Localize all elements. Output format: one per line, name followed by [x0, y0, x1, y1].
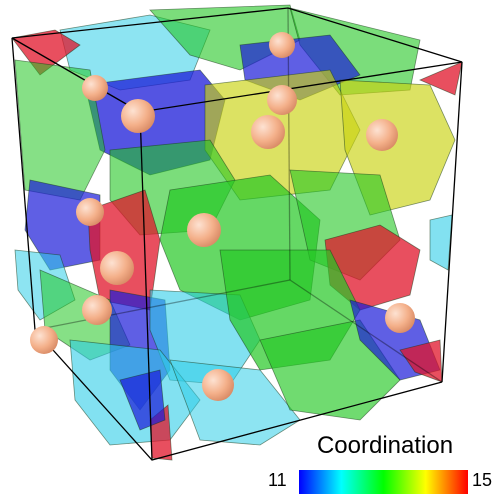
atom-sphere	[82, 295, 112, 325]
atom-sphere	[187, 213, 221, 247]
legend-max-label: 15	[472, 470, 493, 490]
atom-sphere	[385, 303, 415, 333]
polyhedra-group	[11, 4, 463, 461]
atom-sphere	[267, 85, 297, 115]
atom-sphere	[366, 119, 398, 151]
atom-sphere	[269, 32, 295, 58]
polyhedron-green-left	[14, 59, 106, 201]
polyhedron-cyan-right-edge	[429, 214, 453, 271]
atom-sphere	[30, 326, 58, 354]
atom-sphere	[100, 251, 134, 285]
legend-min-label: 11	[268, 470, 287, 490]
atom-sphere	[251, 115, 285, 149]
polyhedron-red-corner-top-right	[418, 61, 463, 96]
legend-title: Coordination	[316, 432, 454, 459]
atom-sphere	[121, 99, 155, 133]
color-scale-bar	[299, 470, 468, 494]
atom-sphere	[202, 369, 234, 401]
atom-sphere	[82, 75, 108, 101]
atoms-group	[30, 32, 415, 401]
polyhedron-blue-bottom-left	[119, 369, 166, 431]
atom-sphere	[76, 198, 104, 226]
